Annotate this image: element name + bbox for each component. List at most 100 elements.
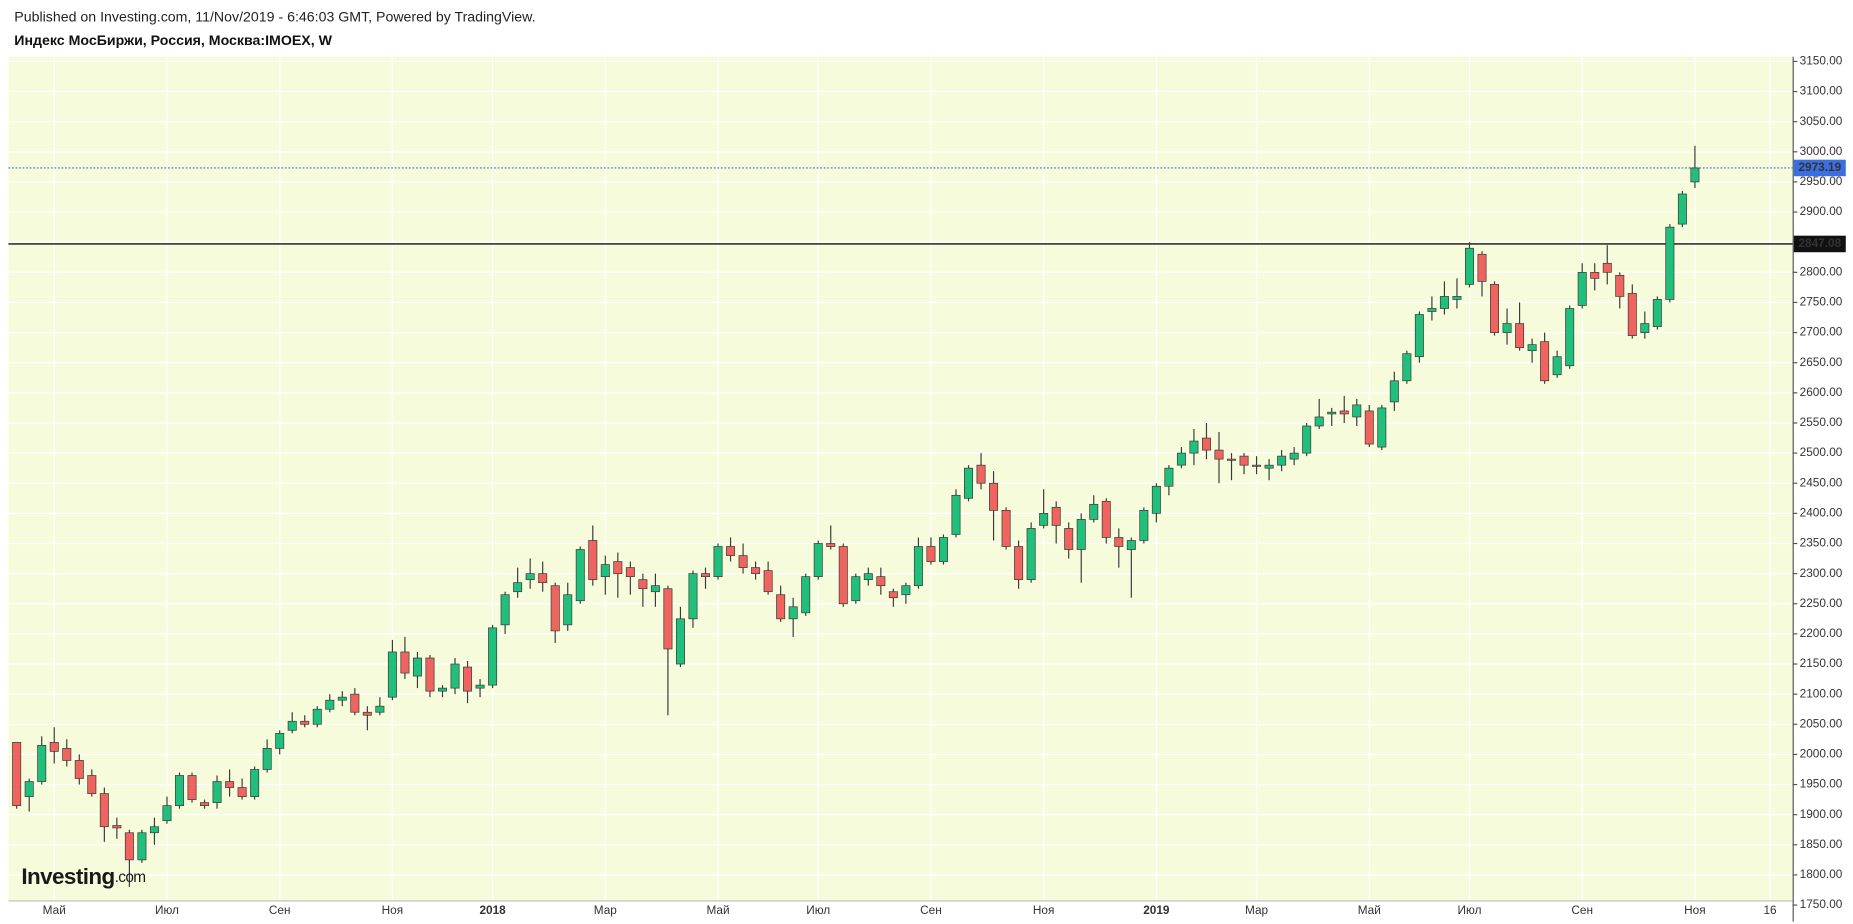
candle-body [1176,452,1186,466]
candle-body [1402,353,1412,382]
y-tick-label: 2700.00 [1800,325,1843,339]
candle-body [901,585,911,596]
candle-body [1527,344,1537,352]
candle-body [362,711,372,716]
candle-body [1076,519,1086,550]
candle-body [74,760,84,779]
candle-body [1114,537,1124,547]
candle-body [776,594,786,620]
candle-body [1477,253,1487,282]
candle-body [1652,299,1662,327]
y-tick-label: 3050.00 [1800,114,1843,128]
candle-body [337,696,347,701]
candle-body [1289,452,1299,460]
candle-body [1039,513,1049,526]
candle-body [262,748,272,770]
y-tick-label: 2600.00 [1800,385,1843,399]
candle-body [1602,262,1612,273]
candle-body [475,684,485,689]
candle-body [1540,341,1550,382]
candle-body [888,591,898,599]
x-tick-label: Ноя [1033,903,1054,917]
candle-body [638,579,648,590]
y-tick-label: 2200.00 [1800,626,1843,640]
candle-body [49,742,59,752]
price-label-box [1793,159,1846,177]
x-tick-label: 2018 [479,903,506,917]
candle-body [1327,411,1337,415]
candle-body [225,781,235,788]
candle-body [112,825,122,829]
candle-body [375,705,385,713]
candle-body [174,775,184,806]
logo: Investing.com [21,864,145,889]
candle-body [1565,308,1575,367]
price-label-box [1793,235,1846,253]
candle-body [425,657,435,692]
candle-body [438,687,447,692]
candle-body [1201,437,1211,451]
y-tick-label: 1850.00 [1800,837,1843,851]
candle-body [826,543,836,547]
y-tick-label: 2250.00 [1800,596,1843,610]
candle-body [913,546,923,587]
candle-body [212,781,222,803]
candle-body [575,549,585,602]
candle-body [1189,440,1199,454]
candle-body [1427,308,1437,312]
candle-body [976,464,986,484]
candle-body [1314,416,1324,427]
candle-body [37,745,47,782]
candle-body [1051,506,1061,526]
y-tick-label: 2900.00 [1800,204,1843,218]
candle-body [1515,323,1525,349]
candle-body [563,594,573,626]
candle-body [300,720,310,725]
x-tick-label: Июл [806,903,830,917]
x-tick-label: Сен [269,903,291,917]
candle-body [400,651,410,674]
candle-body [463,666,473,692]
price-label: 2973.19 [1799,160,1842,174]
candle-body [99,793,109,828]
candle-body [87,775,97,794]
x-tick-label: Май [1358,903,1381,917]
candle-body [625,567,635,577]
candle-body [1227,458,1237,461]
y-tick-label: 2650.00 [1800,355,1843,369]
published-note: Published on Investing.com, 11/Nov/2019 … [14,9,535,25]
candle-body [1339,410,1349,415]
candle-body [1101,500,1111,538]
candle-body [412,657,422,677]
y-tick-label: 2150.00 [1800,656,1843,670]
candle-body [287,720,297,731]
x-tick-label: Сен [1571,903,1593,917]
candle-body [325,699,335,710]
x-tick-label: Мар [594,903,618,917]
y-tick-label: 2800.00 [1800,264,1843,278]
candle-body [275,732,285,749]
candle-body [24,781,34,797]
candle-body [149,826,159,834]
candle-body [675,618,685,665]
candle-body [550,585,560,632]
x-tick-label: Ноя [1684,903,1705,917]
candle-body [701,573,710,577]
candle-body [1014,546,1024,581]
candle-body [1001,510,1011,547]
candle-body [1615,274,1625,297]
candle-body [1577,271,1587,306]
y-tick-label: 2750.00 [1800,295,1843,309]
candle-body [588,540,598,581]
candle-body [863,573,873,581]
price-label: 2847.08 [1799,236,1842,250]
candle-body [851,576,861,602]
y-tick-label: 2350.00 [1800,536,1843,550]
y-tick-label: 1950.00 [1800,777,1843,791]
candle-body [12,742,22,806]
candle-body [1151,485,1161,514]
candle-body [1164,467,1174,487]
candle-body [1139,510,1149,541]
candle-body [1464,247,1474,285]
candle-body [713,546,723,577]
